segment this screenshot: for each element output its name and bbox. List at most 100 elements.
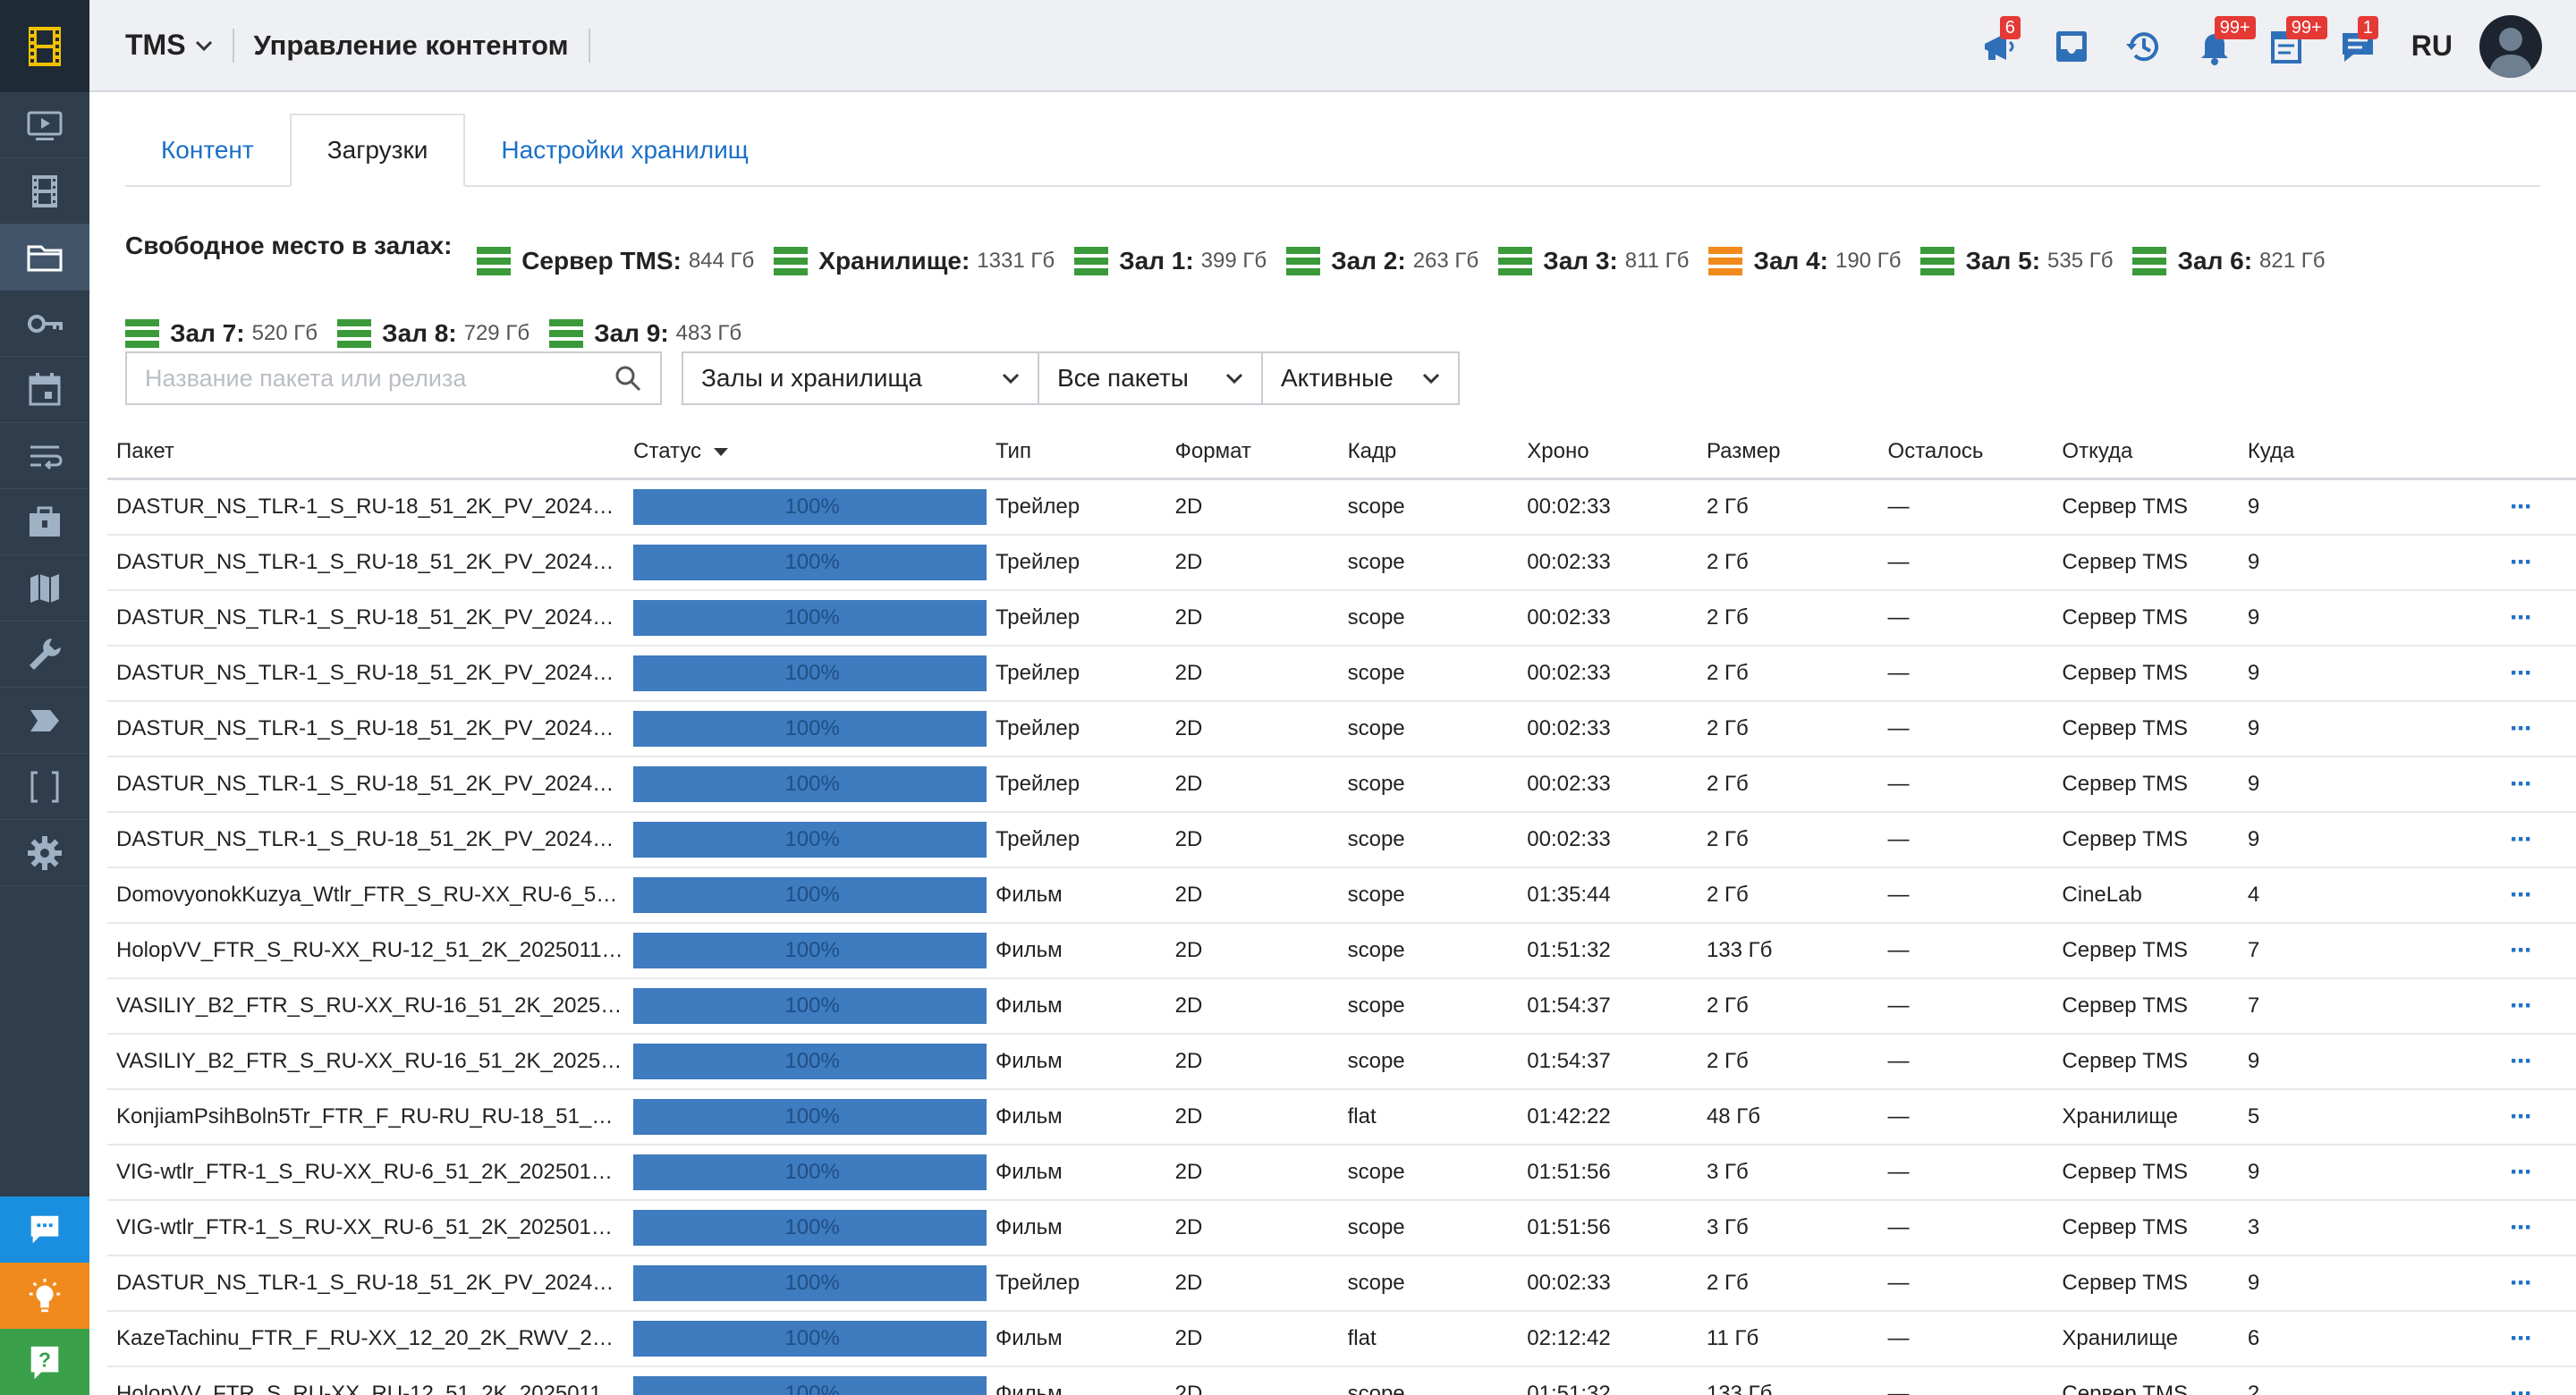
cell-to: 6 [2247,1326,2260,1350]
search-box[interactable] [125,351,662,405]
table-row[interactable]: HolopVV_FTR_S_RU-XX_RU-12_51_2K_20250113… [107,924,2576,979]
table-row[interactable]: DASTUR_NS_TLR-1_S_RU-18_51_2K_PV_20240… 1… [107,813,2576,868]
table-body: DASTUR_NS_TLR-1_S_RU-18_51_2K_PV_20240… 1… [107,480,2576,1395]
sidebar-item-schedule[interactable] [0,357,89,423]
column-header-frame[interactable]: Кадр [1347,438,1397,463]
table-row[interactable]: DASTUR_NS_TLR-1_S_RU-18_51_2K_PV_20240… 1… [107,1256,2576,1312]
sidebar-item-brackets[interactable] [0,754,89,820]
tab-downloads[interactable]: Загрузки [289,114,466,187]
sidebar-item-settings[interactable] [0,820,89,886]
sidebar-item-player[interactable] [0,92,89,158]
row-actions-button[interactable]: ··· [2510,935,2533,965]
cell-to: 9 [2247,1271,2260,1295]
row-actions-button[interactable]: ··· [2510,1379,2533,1395]
inbox-button[interactable] [2036,0,2107,92]
column-header-from[interactable]: Откуда [2062,438,2133,463]
table-row[interactable]: DomovyonokKuzya_Wtlr_FTR_S_RU-XX_RU-6_51… [107,868,2576,924]
table-row[interactable]: DASTUR_NS_TLR-1_S_RU-18_51_2K_PV_20240… 1… [107,647,2576,702]
row-actions-button[interactable]: ··· [2510,1213,2533,1242]
column-header-remaining[interactable]: Осталось [1887,438,1984,463]
halls-filter-select[interactable]: Залы и хранилища [682,351,1039,405]
table-row[interactable]: DASTUR_NS_TLR-1_S_RU-18_51_2K_PV_20240… 1… [107,536,2576,591]
cell-duration: 00:02:33 [1527,827,1611,851]
header-divider [232,28,234,63]
ideas-button[interactable] [0,1263,89,1329]
history-button[interactable] [2107,0,2179,92]
table-row[interactable]: DASTUR_NS_TLR-1_S_RU-18_51_2K_PV_20240… 1… [107,757,2576,813]
announcements-button[interactable]: 6 [1964,0,2036,92]
row-actions-button[interactable]: ··· [2510,991,2533,1020]
avatar[interactable] [2479,14,2542,78]
table-row[interactable]: VIG-wtlr_FTR-1_S_RU-XX_RU-6_51_2K_202501… [107,1146,2576,1201]
row-actions-button[interactable]: ··· [2510,1323,2533,1353]
table-row[interactable]: KonjiamPsihBoln5Tr_FTR_F_RU-RU_RU-18_51_… [107,1090,2576,1146]
column-header-duration[interactable]: Хроно [1527,438,1589,463]
sidebar-item-playlists[interactable] [0,423,89,489]
notifications-button[interactable]: 99+ [2179,0,2256,92]
sidebar-item-map[interactable] [0,555,89,621]
table-row[interactable]: DASTUR_NS_TLR-1_S_RU-18_51_2K_PV_20240… 1… [107,591,2576,647]
support-chat-button[interactable] [0,1196,89,1263]
row-actions-button[interactable]: ··· [2510,769,2533,799]
table-row[interactable]: HolopVV_FTR_S_RU-XX_RU-12_51_2K_20250113… [107,1367,2576,1395]
row-actions-button[interactable]: ··· [2510,1046,2533,1076]
state-filter-select[interactable]: Активные [1263,351,1460,405]
cell-type: Фильм [995,938,1063,962]
help-button[interactable]: ? [0,1329,89,1395]
tab-content[interactable]: Контент [161,136,254,164]
tasks-button[interactable]: 99+ [2250,0,2327,92]
cell-duration: 00:02:33 [1527,772,1611,796]
sidebar-item-films[interactable] [0,158,89,224]
cell-size: 2 Гб [1706,1049,1749,1073]
row-actions-button[interactable]: ··· [2510,714,2533,743]
column-header-type[interactable]: Тип [995,438,1031,463]
server-icon [337,319,372,348]
free-space-value: 729 Гб [463,321,530,345]
sidebar-item-tools[interactable] [0,621,89,688]
packages-filter-select[interactable]: Все пакеты [1039,351,1263,405]
language-switcher[interactable]: RU [2411,30,2453,62]
free-space-item: Зал 3: 811 Гб [1498,232,1689,290]
playlist-icon [30,445,63,469]
row-actions-button[interactable]: ··· [2510,1268,2533,1298]
row-actions-button[interactable]: ··· [2510,1102,2533,1131]
sidebar-item-distribution[interactable] [0,489,89,555]
sidebar-item-tags[interactable] [0,688,89,754]
search-icon[interactable] [614,364,642,393]
row-actions-button[interactable]: ··· [2510,824,2533,854]
cell-remaining: — [1887,716,1910,740]
search-input[interactable] [145,364,614,393]
cell-remaining: — [1887,1382,1910,1395]
table-row[interactable]: VIG-wtlr_FTR-1_S_RU-XX_RU-6_51_2K_202501… [107,1201,2576,1256]
table-row[interactable]: DASTUR_NS_TLR-1_S_RU-18_51_2K_PV_20240… 1… [107,480,2576,536]
column-header-size[interactable]: Размер [1706,438,1781,463]
svg-text:?: ? [38,1348,51,1372]
column-header-format[interactable]: Формат [1174,438,1251,463]
table-row[interactable]: VASILIY_B2_FTR_S_RU-XX_RU-16_51_2K_20250… [107,979,2576,1035]
row-actions-button[interactable]: ··· [2510,658,2533,688]
key-icon [28,314,63,333]
table-row[interactable]: KazeTachinu_FTR_F_RU-XX_12_20_2K_RWV_20…… [107,1312,2576,1367]
sidebar-item-content[interactable] [0,224,89,291]
sidebar-item-keys[interactable] [0,291,89,357]
row-actions-button[interactable]: ··· [2510,547,2533,577]
column-header-status[interactable]: Статус [624,439,987,464]
app-logo[interactable] [0,0,89,92]
table-row[interactable]: DASTUR_NS_TLR-1_S_RU-18_51_2K_PV_20240… 1… [107,702,2576,757]
tab-storage-settings[interactable]: Настройки хранилищ [501,136,749,164]
row-actions-button[interactable]: ··· [2510,492,2533,521]
progress-bar: 100% [633,988,987,1024]
row-actions-button[interactable]: ··· [2510,1157,2533,1187]
table-row[interactable]: VASILIY_B2_FTR_S_RU-XX_RU-16_51_2K_20250… [107,1035,2576,1090]
free-space-item: Сервер TMS: 844 Гб [477,232,754,290]
row-actions-button[interactable]: ··· [2510,880,2533,909]
messages-button[interactable]: 1 [2322,0,2394,92]
cell-duration: 01:51:56 [1527,1160,1611,1184]
app-switcher[interactable]: TMS [125,29,213,62]
column-header-to[interactable]: Куда [2247,438,2295,463]
row-actions-button[interactable]: ··· [2510,603,2533,632]
cell-format: 2D [1174,550,1203,574]
cell-size: 2 Гб [1706,550,1749,574]
column-header-package[interactable]: Пакет [116,438,174,463]
cell-type: Фильм [995,883,1063,907]
